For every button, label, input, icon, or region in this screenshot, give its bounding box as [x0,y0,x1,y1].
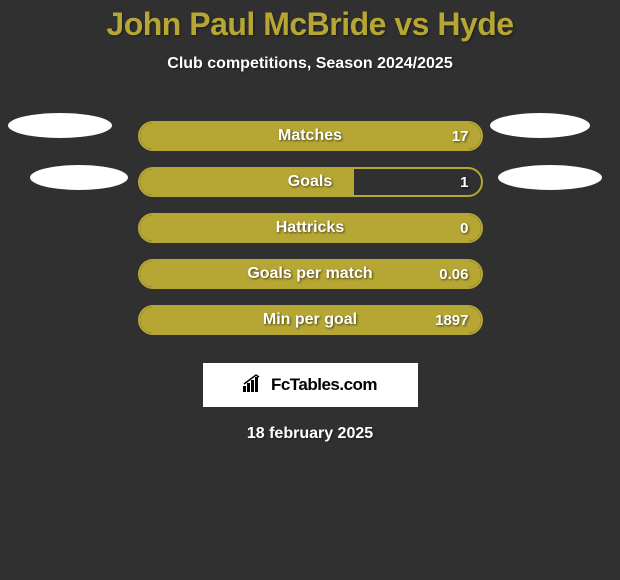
stat-rows: Matches17 Goals1 Hattricks0 Goals per match… [0,113,620,343]
stat-value: 17 [452,123,469,149]
brand-text: FcTables.com [271,375,377,395]
stat-label: Goals per match [140,261,481,287]
stat-bar: Hattricks0 [138,213,483,243]
stat-row: Goals per match0.06 [0,251,620,297]
stats-container: Matches17 Goals1 Hattricks0 Goals per match… [0,113,620,343]
chart-icon [243,374,265,397]
stat-bar: Matches17 [138,121,483,151]
stat-row: Min per goal1897 [0,297,620,343]
stat-bar: Goals1 [138,167,483,197]
stat-value: 1897 [435,307,468,333]
stat-value: 1 [460,169,468,195]
stat-label: Min per goal [140,307,481,333]
stat-bar: Goals per match0.06 [138,259,483,289]
stat-label: Matches [140,123,481,149]
stat-row: Matches17 [0,113,620,159]
stat-row: Hattricks0 [0,205,620,251]
page-subtitle: Club competitions, Season 2024/2025 [0,55,620,73]
stat-value: 0 [460,215,468,241]
stat-value: 0.06 [439,261,468,287]
stat-bar: Min per goal1897 [138,305,483,335]
page-title: John Paul McBride vs Hyde [0,0,620,43]
stat-label: Hattricks [140,215,481,241]
stat-row: Goals1 [0,159,620,205]
footer-date: 18 february 2025 [0,425,620,443]
brand-box: FcTables.com [203,363,418,407]
stat-label: Goals [140,169,481,195]
